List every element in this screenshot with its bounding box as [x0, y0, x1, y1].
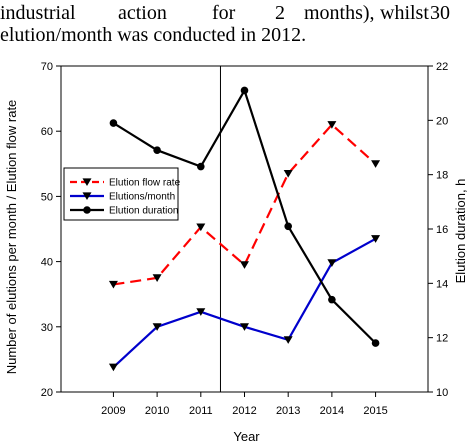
x-axis: 2009 2010 2011 2012 2013 2014 2015: [101, 392, 388, 417]
data-point: [328, 295, 336, 304]
y-axis-label: Number of elutions per month / Elution f…: [4, 100, 19, 375]
document-word: 2: [275, 2, 285, 24]
y2-tick-label: 12: [436, 333, 448, 345]
legend: Elution flow rate Elutions/month Elution d…: [63, 167, 181, 221]
data-point: [327, 259, 337, 267]
document-word: 30: [430, 2, 450, 24]
document-word: whilst: [380, 2, 429, 24]
y-tick-label: 40: [41, 257, 53, 269]
data-point: [197, 162, 205, 171]
y2-tick-label: 14: [436, 278, 448, 290]
legend-box: [63, 167, 179, 221]
x-tick-label: 2010: [145, 405, 169, 417]
y-axis-right: 10 12 14 16 18 20 22: [428, 61, 448, 399]
y2-axis-label: Elution duration, h: [453, 179, 468, 284]
series-layer: [108, 86, 381, 372]
legend-item: Elution flow rate: [70, 178, 181, 189]
y-tick-label: 50: [41, 191, 53, 203]
data-point: [371, 235, 381, 243]
data-point: [153, 146, 161, 155]
legend-marker: [82, 192, 92, 201]
x-tick-label: 2009: [101, 405, 125, 417]
x-tick-label: 2011: [189, 405, 213, 417]
data-point: [108, 280, 118, 289]
x-tick-label: 2015: [363, 405, 387, 417]
y2-tick-label: 22: [436, 61, 448, 73]
y2-tick-label: 18: [436, 170, 448, 182]
data-point: [327, 121, 337, 129]
document-word: months),: [304, 2, 375, 24]
data-point: [109, 119, 118, 127]
data-point: [152, 274, 162, 282]
document-word: action: [118, 2, 167, 24]
data-point: [284, 222, 292, 231]
legend-label: Elution flow rate: [109, 178, 181, 189]
series-2: [108, 235, 381, 372]
y2-tick-label: 10: [436, 387, 448, 399]
y2-tick-label: 20: [436, 115, 448, 127]
legend-item: Elution duration: [70, 206, 179, 217]
x-tick-label: 2012: [232, 405, 256, 417]
legend-item: Elutions/month: [70, 192, 175, 203]
data-point: [371, 160, 381, 168]
document-text-line-2: elution/month was conducted in 2012.: [0, 24, 307, 46]
y-axis-left: 20 30 40 50 60 70: [41, 61, 61, 399]
y-tick-label: 60: [41, 126, 53, 138]
series-3: [109, 86, 380, 347]
document-word: for: [212, 2, 236, 24]
legend-label: Elution duration: [109, 206, 179, 217]
data-point: [240, 323, 249, 331]
legend-marker: [82, 178, 92, 187]
y-tick-label: 70: [41, 61, 53, 73]
data-point: [196, 223, 206, 232]
data-point: [283, 336, 293, 344]
legend-marker: [83, 206, 91, 214]
data-point: [108, 363, 118, 372]
data-point: [371, 339, 380, 347]
data-point: [196, 308, 206, 316]
legend-label: Elutions/month: [109, 192, 175, 203]
y2-tick-label: 16: [436, 224, 448, 236]
x-tick-label: 2014: [320, 405, 344, 417]
data-point: [240, 261, 249, 269]
y-tick-label: 20: [41, 387, 53, 399]
data-point: [283, 169, 293, 178]
data-point: [152, 323, 162, 331]
series-1: [108, 121, 381, 289]
y-tick-label: 30: [41, 322, 53, 334]
document-word: industrial: [0, 2, 76, 24]
x-axis-label: Year: [233, 429, 260, 444]
data-point: [240, 86, 249, 95]
x-tick-label: 2013: [276, 405, 300, 417]
